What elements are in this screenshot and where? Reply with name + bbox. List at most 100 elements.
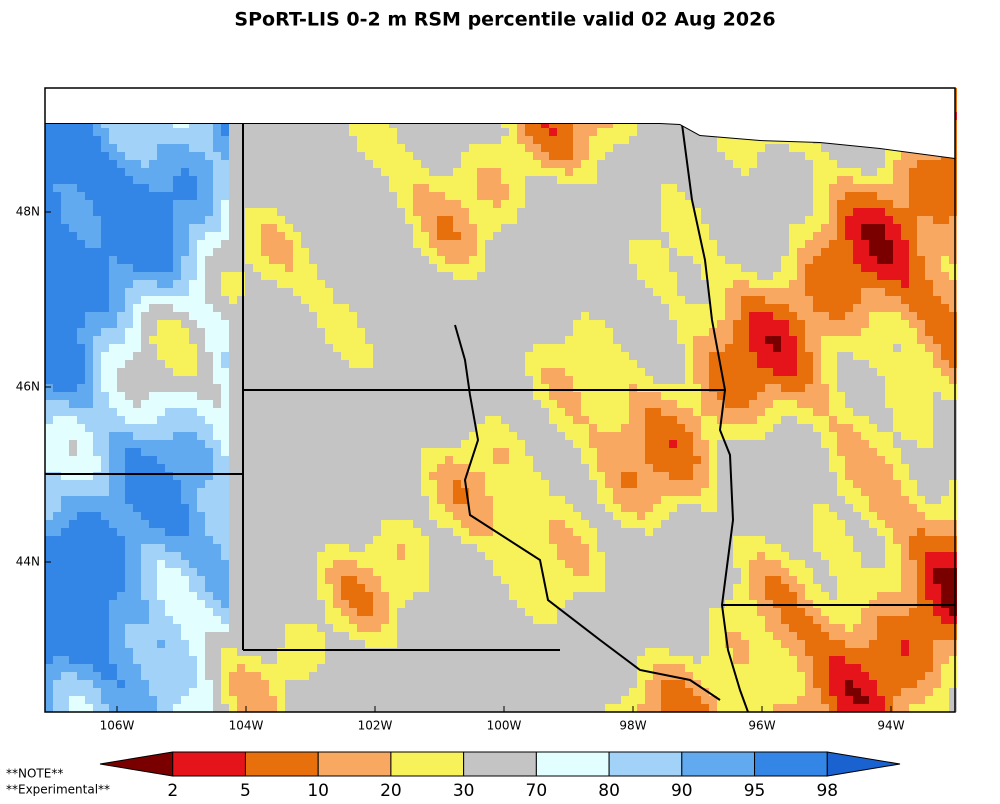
map-cell: [933, 384, 941, 392]
map-cell: [253, 376, 261, 384]
map-cell: [277, 328, 285, 336]
map-cell: [949, 216, 957, 224]
map-cell: [517, 264, 525, 272]
map-cell: [565, 392, 573, 400]
map-cell: [477, 216, 485, 224]
map-cell: [453, 224, 461, 232]
map-cell: [421, 176, 429, 184]
map-cell: [917, 368, 925, 376]
map-cell: [157, 152, 165, 160]
map-cell: [213, 328, 221, 336]
map-cell: [205, 128, 213, 136]
map-cell: [757, 416, 765, 424]
map-cell: [357, 392, 365, 400]
map-cell: [573, 264, 581, 272]
map-cell: [725, 152, 733, 160]
map-cell: [717, 264, 725, 272]
map-cell: [469, 168, 477, 176]
map-cell: [509, 392, 517, 400]
map-cell: [821, 392, 829, 400]
map-cell: [477, 288, 485, 296]
map-cell: [109, 432, 117, 440]
map-cell: [269, 144, 277, 152]
map-cell: [573, 168, 581, 176]
map-cell: [133, 280, 141, 288]
map-cell: [197, 160, 205, 168]
map-cell: [925, 272, 933, 280]
map-cell: [293, 264, 301, 272]
map-cell: [925, 416, 933, 424]
map-cell: [445, 336, 453, 344]
map-cell: [637, 256, 645, 264]
map-cell: [597, 160, 605, 168]
map-cell: [565, 336, 573, 344]
map-cell: [909, 248, 917, 256]
map-cell: [949, 280, 957, 288]
map-cell: [149, 304, 157, 312]
map-cell: [573, 288, 581, 296]
map-cell: [493, 328, 501, 336]
map-cell: [701, 216, 709, 224]
map-cell: [621, 264, 629, 272]
map-cell: [509, 344, 517, 352]
map-cell: [533, 168, 541, 176]
map-cell: [397, 408, 405, 416]
map-cell: [269, 296, 277, 304]
map-cell: [397, 240, 405, 248]
map-cell: [933, 352, 941, 360]
map-cell: [717, 256, 725, 264]
map-cell: [685, 432, 693, 440]
map-cell: [205, 200, 213, 208]
map-cell: [437, 360, 445, 368]
map-cell: [101, 360, 109, 368]
map-cell: [741, 312, 749, 320]
map-cell: [341, 136, 349, 144]
map-cell: [317, 368, 325, 376]
map-cell: [397, 232, 405, 240]
map-cell: [693, 320, 701, 328]
map-cell: [293, 416, 301, 424]
map-cell: [469, 176, 477, 184]
map-cell: [789, 216, 797, 224]
map-cell: [493, 400, 501, 408]
map-cell: [813, 416, 821, 424]
map-cell: [661, 264, 669, 272]
map-cell: [541, 360, 549, 368]
map-cell: [397, 272, 405, 280]
map-cell: [221, 408, 229, 416]
map-cell: [765, 200, 773, 208]
map-cell: [605, 320, 613, 328]
map-cell: [749, 360, 757, 368]
map-cell: [477, 344, 485, 352]
map-cell: [949, 264, 957, 272]
map-cell: [709, 360, 717, 368]
map-cell: [845, 416, 853, 424]
map-cell: [381, 384, 389, 392]
map-cell: [477, 312, 485, 320]
map-cell: [213, 384, 221, 392]
map-cell: [469, 400, 477, 408]
map-cell: [245, 280, 253, 288]
map-cell: [517, 312, 525, 320]
map-cell: [925, 384, 933, 392]
map-cell: [245, 224, 253, 232]
map-cell: [357, 200, 365, 208]
map-cell: [181, 264, 189, 272]
map-cell: [749, 248, 757, 256]
map-cell: [461, 392, 469, 400]
map-cell: [909, 152, 917, 160]
map-cell: [877, 256, 885, 264]
map-cell: [605, 296, 613, 304]
map-cell: [509, 384, 517, 392]
map-cell: [245, 208, 253, 216]
map-cell: [773, 328, 781, 336]
map-cell: [573, 312, 581, 320]
map-cell: [645, 376, 653, 384]
map-cell: [749, 352, 757, 360]
map-cell: [317, 144, 325, 152]
map-cell: [309, 168, 317, 176]
map-cell: [189, 336, 197, 344]
map-cell: [349, 360, 357, 368]
map-cell: [709, 192, 717, 200]
map-cell: [773, 216, 781, 224]
